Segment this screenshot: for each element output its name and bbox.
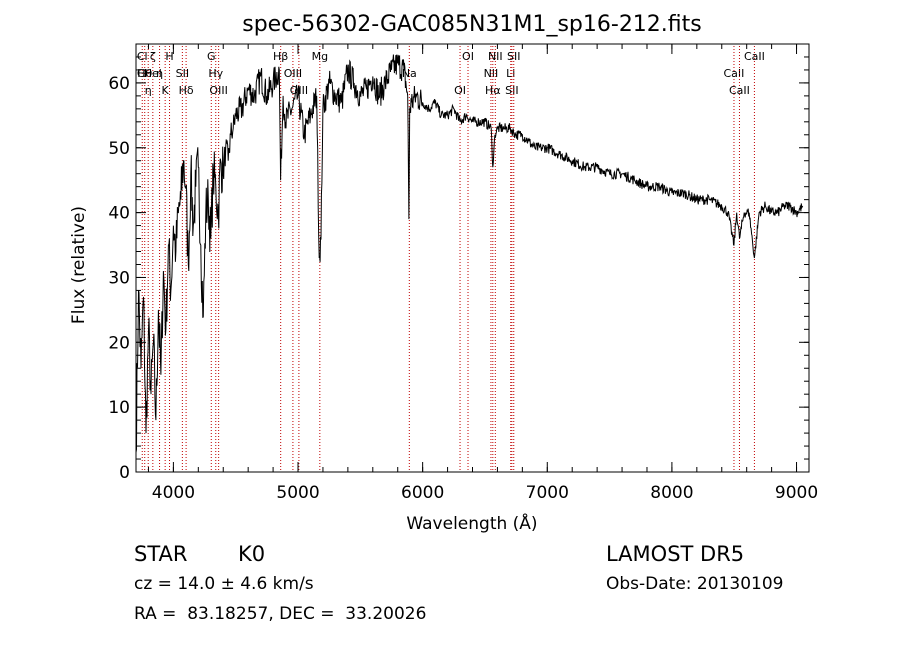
spectral-line-label: Hα [485, 84, 501, 97]
spectral-line-label: ζ [150, 50, 156, 63]
spectral-line-label: NII [484, 67, 499, 80]
y-tick-label: 30 [108, 268, 130, 288]
spectral-line-label: H [165, 50, 173, 63]
spectral-line-label: CaII [744, 50, 765, 63]
y-tick-label: 60 [108, 74, 130, 94]
spectral-line-label: OI [454, 84, 466, 97]
y-axis-label: Flux (relative) [69, 206, 89, 324]
x-tick-label: 8000 [650, 483, 693, 503]
y-tick-label: 20 [108, 333, 130, 353]
spectral-line-label: Cl [137, 67, 148, 80]
spectral-line-label: OI [462, 50, 474, 63]
x-tick-label: 4000 [152, 483, 195, 503]
spectral-line-label: SII [505, 84, 518, 97]
spectral-line-label: Cl [137, 50, 148, 63]
spectral-line-label: η [156, 67, 163, 80]
x-tick-label: 6000 [401, 483, 444, 503]
spectral-line-label: CaII [724, 67, 745, 80]
spectral-line-label: Hβ [273, 50, 288, 63]
spectral-line-label: Hγ [208, 67, 223, 80]
spectral-line-label: G [207, 50, 216, 63]
x-tick-label: 7000 [526, 483, 569, 503]
redshift-value: cz = 14.0 ± 4.6 km/s [134, 574, 314, 594]
spectral-line-label: OIII [209, 84, 227, 97]
spectral-line-label: OIII [284, 67, 302, 80]
spectrum-line [135, 54, 804, 453]
spectral-line-label: NII [488, 50, 503, 63]
object-class: STAR [134, 542, 188, 566]
observation-date: Obs-Date: 20130109 [606, 574, 784, 594]
spectral-line-label: K [162, 84, 170, 97]
spectral-line-label: Hδ [179, 84, 194, 97]
spectral-line-label: Mg [312, 50, 328, 63]
spectral-line-label: SII [507, 50, 520, 63]
spectral-line-label: Li [506, 67, 515, 80]
y-tick-label: 0 [119, 463, 130, 483]
spectral-line-label: SII [176, 67, 189, 80]
chart-title: spec-56302-GAC085N31M1_sp16-212.fits [242, 12, 702, 37]
x-axis-label: Wavelength (Å) [406, 512, 537, 534]
coordinates: RA = 83.18257, DEC = 33.20026 [134, 604, 427, 624]
object-subclass: K0 [238, 542, 266, 566]
y-tick-label: 40 [108, 204, 130, 224]
spectral-line-label: η [145, 84, 152, 97]
survey-name: LAMOST DR5 [606, 542, 745, 566]
y-tick-label: 10 [108, 398, 130, 418]
x-tick-label: 5000 [276, 483, 319, 503]
x-tick-label: 9000 [775, 483, 818, 503]
y-tick-label: 50 [108, 139, 130, 159]
spectral-line-label: Hel [144, 67, 162, 80]
axes: 4000 5000 6000 7000 8000 9000 0 10 20 30 40 50 60 [108, 43, 818, 503]
spectral-line-label: CaII [729, 84, 750, 97]
